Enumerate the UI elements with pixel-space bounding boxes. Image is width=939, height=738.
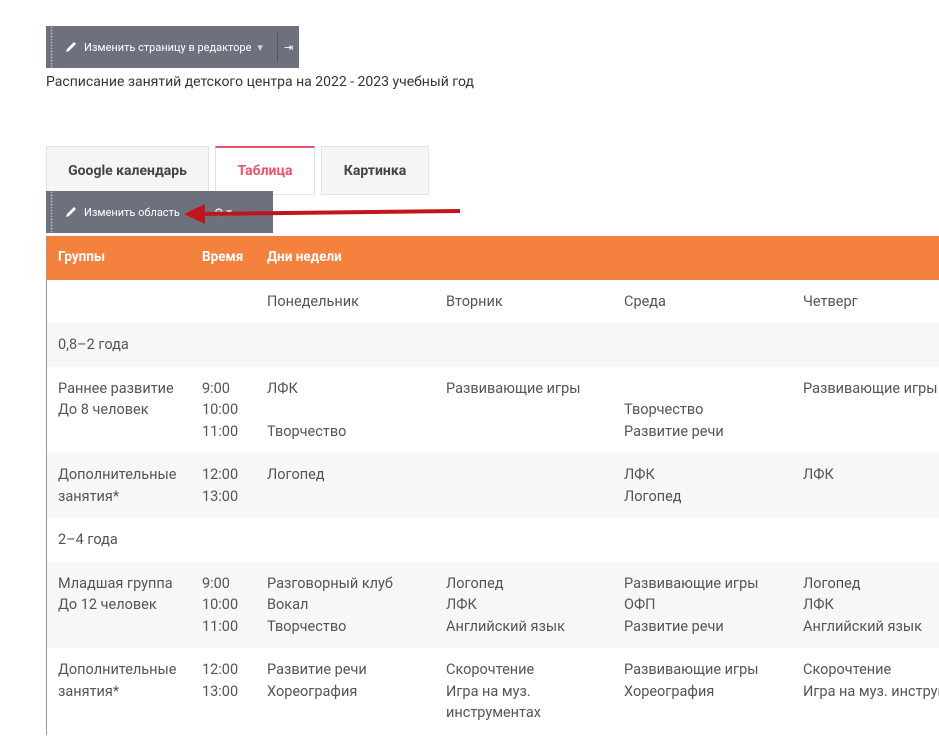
day-cell: Вторник (446, 292, 503, 310)
cell: Логопед ЛФК Английский язык (435, 561, 613, 648)
cell: 12:00 13:00 (191, 453, 256, 518)
empty-cell (435, 453, 613, 518)
cell: ЛФК Творчество (267, 379, 347, 440)
arrow-shaft (199, 209, 461, 216)
header-cell: Дни недели (256, 236, 939, 280)
day-cell: Среда (624, 292, 666, 310)
cell: Логопед (256, 453, 435, 518)
schedule-row: Дополнительные занятия* 12:00 13:00 Логопе… (47, 453, 939, 518)
group-cell: 2–4 года (58, 531, 118, 548)
group-row: 0,8–2 года (47, 323, 939, 367)
cell: Дополнительные занятия* (47, 453, 191, 518)
tabs: Google календарь Таблица Картинка (46, 146, 429, 195)
schedule-row: Младшая группа До 12 человек 9:00 10:00 1… (47, 561, 939, 648)
group-cell: 0,8–2 года (47, 323, 939, 367)
area-button[interactable]: Изменить область (84, 205, 180, 219)
cell: Развивающие игры ОФП Развитие речи (613, 561, 792, 648)
arrow-head (184, 204, 205, 224)
cell: ЛФК Логопед (613, 453, 792, 518)
cell: ЛФК (792, 453, 939, 518)
pencil-icon (66, 42, 76, 52)
cell: Логопед ЛФК Английский язык (792, 561, 939, 648)
dropdown-caret: ▾ (257, 40, 263, 54)
header-row: Группы Время Дни недели (47, 236, 939, 280)
separator (276, 32, 278, 62)
cell: 12:00 13:00 (202, 661, 239, 700)
page-title: Расписание занятий детского центра на 20… (46, 74, 474, 90)
schedule-row: Дополнительные занятия* 12:00 13:00 Развит… (47, 648, 939, 735)
table: Группы Время Дни недели Понедельник Вторник С… (47, 236, 939, 735)
cell: Раннее развитие До 8 человек (58, 379, 174, 419)
tab[interactable]: Таблица (215, 146, 315, 195)
day-cell: Четверг (803, 292, 858, 310)
schedule-table: Группы Время Дни недели Понедельник Вторник С… (46, 236, 939, 735)
cell: Развивающие игры (446, 379, 581, 397)
cell: 9:00 10:00 11:00 (202, 379, 239, 440)
editor-toolbar[interactable]: Изменить страницу в редакторе ▾ ⇥ (46, 26, 299, 68)
group-row: 2–4 года (47, 518, 939, 562)
cell: Младшая группа До 12 человек (47, 561, 191, 648)
cell: Скорочтение Игра на муз. инструментах (446, 661, 541, 721)
days-row: Понедельник Вторник Среда Четверг (47, 280, 939, 324)
cell: Развивающие игры Хореография (624, 661, 759, 700)
cell: Развитие речи Хореография (267, 661, 367, 700)
editor-button[interactable]: Изменить страницу в редакторе (84, 40, 252, 54)
header-cell: Время (191, 236, 256, 280)
tab[interactable]: Картинка (321, 146, 429, 195)
day-cell: Понедельник (267, 292, 359, 310)
cell: Разговорный клуб Вокал Творчество (256, 561, 435, 648)
cell: Творчество Развитие речи (624, 401, 724, 440)
cell: Скорочтение Игра на муз. инструментах (803, 661, 939, 700)
pin-button[interactable]: ⇥ (283, 40, 294, 54)
cell: Развивающие игры (803, 379, 938, 397)
cell: Дополнительные занятия* (58, 661, 177, 700)
cell: 9:00 10:00 11:00 (191, 561, 256, 648)
schedule-row: Раннее развитие До 8 человек 9:00 10:00 1… (47, 367, 939, 454)
header-cell: Группы (47, 236, 191, 280)
pencil-icon (66, 207, 76, 217)
